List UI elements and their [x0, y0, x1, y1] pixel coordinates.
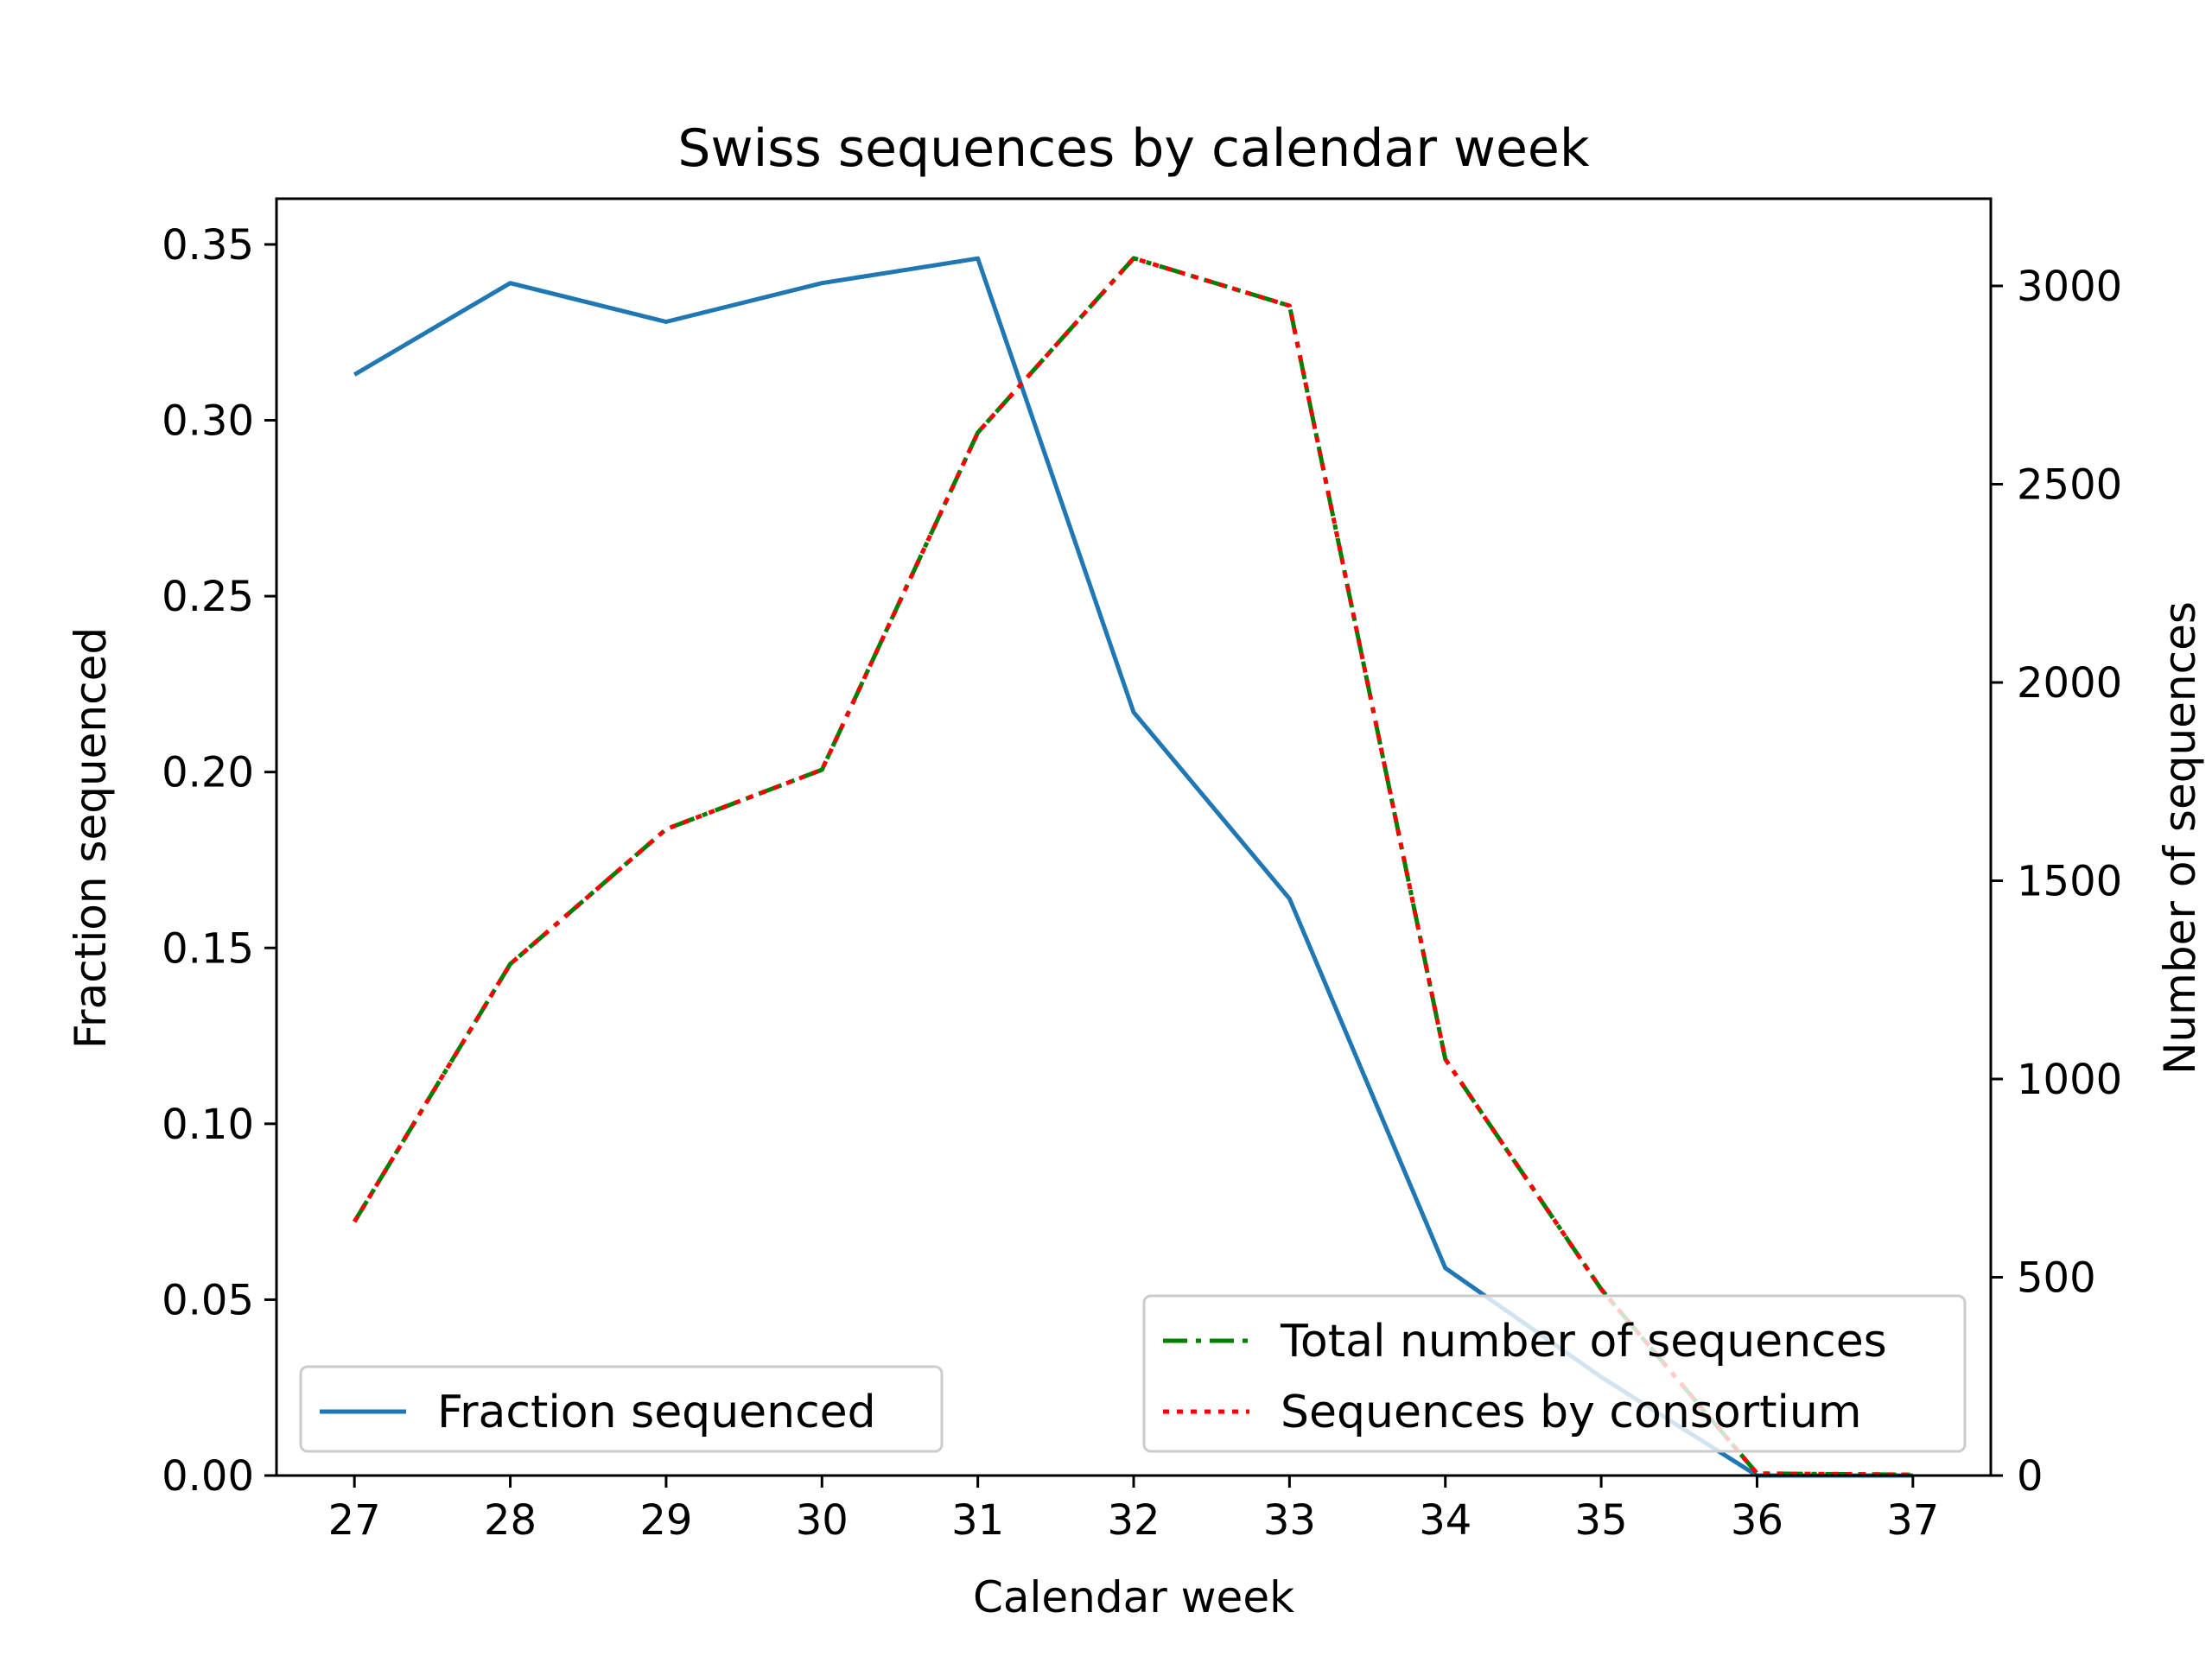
plot-area: 27 28 29 30 31 32 33 34 35 36 37 0.00 0.05 0.10 0.15 0.… — [162, 197, 2122, 1545]
left-y-tick-label: 0.30 — [162, 397, 254, 446]
x-tick-label: 34 — [1419, 1496, 1471, 1545]
x-tick-label: 33 — [1263, 1496, 1316, 1545]
right-y-tick-label: 1500 — [2017, 857, 2122, 905]
x-tick-label: 29 — [639, 1496, 692, 1545]
x-tick-label: 35 — [1575, 1496, 1628, 1545]
legend-fraction: Fraction sequenced — [299, 1365, 944, 1453]
left-y-tick-label: 0.00 — [162, 1452, 254, 1501]
legend-label: Total number of sequences — [1280, 1316, 1887, 1368]
x-tick-label: 30 — [796, 1496, 849, 1545]
right-y-tick-label: 500 — [2017, 1254, 2096, 1302]
legend-label: Sequences by consortium — [1281, 1387, 1862, 1438]
left-y-axis-title: Fraction sequenced — [66, 627, 116, 1049]
x-tick-label: 36 — [1731, 1496, 1783, 1545]
right-y-tick-label: 2500 — [2017, 460, 2122, 509]
right-y-tick-label: 3000 — [2017, 263, 2122, 311]
legend-sequences: Total number of sequences Sequences by co… — [1142, 1294, 1967, 1453]
series-line-2 — [353, 256, 1913, 1477]
left-y-tick-label: 0.10 — [162, 1101, 254, 1149]
plot-frame — [275, 197, 1993, 1477]
chart-title: Swiss sequences by calendar week — [677, 118, 1589, 179]
legend-box — [299, 1365, 944, 1453]
legend-box — [1142, 1294, 1967, 1453]
left-y-tick-label: 0.25 — [162, 573, 254, 621]
right-y-tick-label: 2000 — [2017, 659, 2122, 708]
series-line-1 — [353, 256, 1913, 1478]
left-y-tick-label: 0.15 — [162, 924, 254, 973]
right-y-axis-title: Number of sequences — [2155, 601, 2205, 1075]
x-tick-label: 37 — [1886, 1496, 1939, 1545]
x-tick-label: 32 — [1107, 1496, 1160, 1545]
x-tick-label: 31 — [951, 1496, 1004, 1545]
x-axis-title: Calendar week — [973, 1572, 1294, 1622]
series-line-3 — [353, 256, 1913, 1477]
left-y-tick-label: 0.35 — [162, 221, 254, 270]
legend-label: Fraction sequenced — [437, 1387, 876, 1438]
left-y-tick-label: 0.05 — [162, 1276, 254, 1324]
x-tick-label: 27 — [328, 1496, 381, 1545]
right-y-tick-label: 0 — [2017, 1452, 2044, 1501]
x-tick-label: 28 — [484, 1496, 537, 1545]
left-y-tick-label: 0.20 — [162, 749, 254, 797]
right-y-tick-label: 1000 — [2017, 1056, 2122, 1104]
